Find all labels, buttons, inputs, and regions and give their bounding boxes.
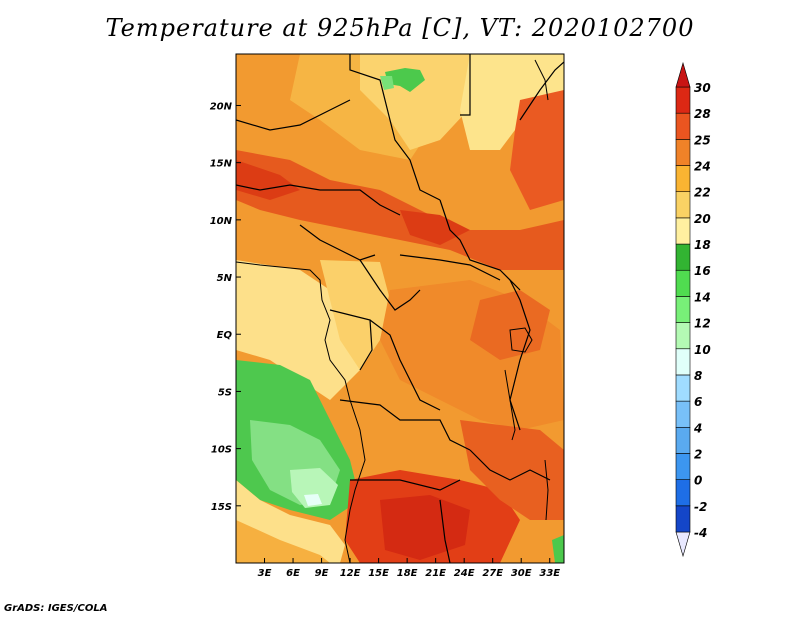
grads-credit: GrADS: IGES/COLA [4, 603, 108, 614]
colorbar-label: 22 [694, 186, 711, 200]
border-gabon [329, 309, 373, 371]
field-guinea-light [320, 260, 390, 370]
colorbar-swatch [675, 112, 691, 140]
colorbar-label: 14 [694, 290, 711, 304]
colorbar-swatch [675, 191, 691, 219]
colorbar-swatch [675, 139, 691, 166]
colorbar-label: 28 [694, 107, 711, 121]
colorbar-swatch [675, 505, 691, 533]
border-namibia-botswana [439, 499, 451, 563]
colorbar-swatch [675, 426, 691, 454]
border-horn [519, 61, 564, 121]
colorbar-label: 30 [694, 81, 711, 95]
field-east-south-red [460, 420, 564, 520]
x-tick-label: 24E [454, 568, 475, 579]
coast-lake-malawi [544, 459, 549, 521]
x-tick-label: 30E [511, 568, 532, 579]
colorbar-swatch [675, 217, 691, 245]
colorbar-swatch [675, 296, 691, 323]
y-tick-label: 15N [210, 159, 233, 170]
colorbar-label: 8 [694, 369, 702, 383]
colorbar-label: 2 [694, 447, 702, 461]
field-namib-orange [236, 520, 330, 563]
border-drc-angola [339, 399, 471, 451]
colorbar-label: -2 [694, 500, 707, 514]
colorbar-swatch [675, 269, 691, 297]
border-niger-mali [236, 99, 351, 131]
colorbar-swatch [675, 322, 691, 350]
colorbar-swatch [675, 400, 691, 428]
colorbar-label: 24 [694, 160, 711, 174]
x-tick-label: 9E [315, 568, 329, 579]
border-nigeria [299, 224, 376, 261]
x-tick-label: 6E [286, 568, 300, 579]
border-angola-south [350, 479, 461, 491]
map-frame [235, 53, 565, 564]
x-tick-label: 33E [539, 568, 560, 579]
field-sahara-green [385, 68, 425, 92]
colorbar-swatch [675, 61, 691, 88]
coastlines [236, 59, 549, 563]
y-tick-label: EQ [217, 330, 233, 341]
field-se-green [552, 535, 564, 563]
coast-guinea-gulf [236, 261, 366, 563]
x-tick-label: 15E [368, 568, 389, 579]
x-tick-label: 12E [340, 568, 361, 579]
colorbar-label: 0 [694, 474, 702, 488]
field-kalahari-deep [380, 495, 470, 560]
border-zambia [469, 449, 551, 481]
colorbar-label: 4 [693, 421, 702, 435]
colorbar-swatch [675, 86, 691, 114]
y-tick-label: 10N [210, 216, 233, 227]
colorbar-swatch [675, 243, 691, 271]
border-east-africa [509, 279, 531, 431]
border-algeria-libya [349, 54, 441, 201]
field-east-red [510, 90, 564, 210]
y-tick-label: 15S [211, 502, 232, 513]
chart-title: Temperature at 925hPa [C], VT: 202010270… [105, 14, 695, 42]
field-libya-light [460, 54, 564, 150]
colorbar-label: 6 [694, 395, 702, 409]
border-chad-sudan [439, 199, 521, 291]
colorbar-label: 25 [694, 133, 711, 147]
field-sahel-deep-2 [400, 210, 470, 245]
border-congo-drc [369, 319, 441, 411]
y-tick-label: 5S [218, 387, 232, 398]
border-sahel-south [236, 184, 401, 216]
axis-ticks: 3E 6E 9E 12E 15E 18E 21E 24E 27E 30E 33E 20N 15N 10N 5… [210, 101, 561, 579]
colorbar-swatch [675, 531, 691, 558]
colorbar-label: 12 [694, 317, 711, 331]
x-tick-label: 27E [482, 568, 503, 579]
y-tick-label: 5N [217, 273, 233, 284]
colorbar-swatch [675, 453, 691, 480]
colorbar-swatch [675, 374, 691, 402]
border-libya-egypt [460, 54, 471, 116]
colorbar-swatch [675, 165, 691, 193]
colorbar-label: 20 [694, 212, 711, 226]
colorbar-label: 10 [694, 343, 711, 357]
border-car [399, 254, 501, 281]
field-angola-palegreen [290, 468, 338, 508]
coast-lake-tanganyika [504, 369, 516, 441]
x-tick-label: 3E [258, 568, 272, 579]
coast-red-sea [534, 59, 549, 101]
x-tick-label: 21E [425, 568, 446, 579]
field-sahel-deep [236, 160, 300, 200]
y-tick-label: 20N [210, 101, 233, 112]
colorbar-swatch [675, 479, 691, 507]
colorbar-label: 18 [694, 238, 711, 252]
y-tick-label: 10S [211, 445, 232, 456]
country-borders [236, 54, 564, 563]
coast-lake-victoria [509, 327, 533, 353]
x-tick-label: 18E [397, 568, 418, 579]
colorbar-swatch [675, 348, 691, 376]
colorbar-label: -4 [694, 526, 707, 540]
border-cameroon [359, 259, 421, 311]
field-sahara-green-2 [380, 76, 394, 90]
colorbar-label: 16 [694, 264, 711, 278]
field-angola-white [304, 494, 322, 506]
temperature-field [236, 54, 564, 563]
